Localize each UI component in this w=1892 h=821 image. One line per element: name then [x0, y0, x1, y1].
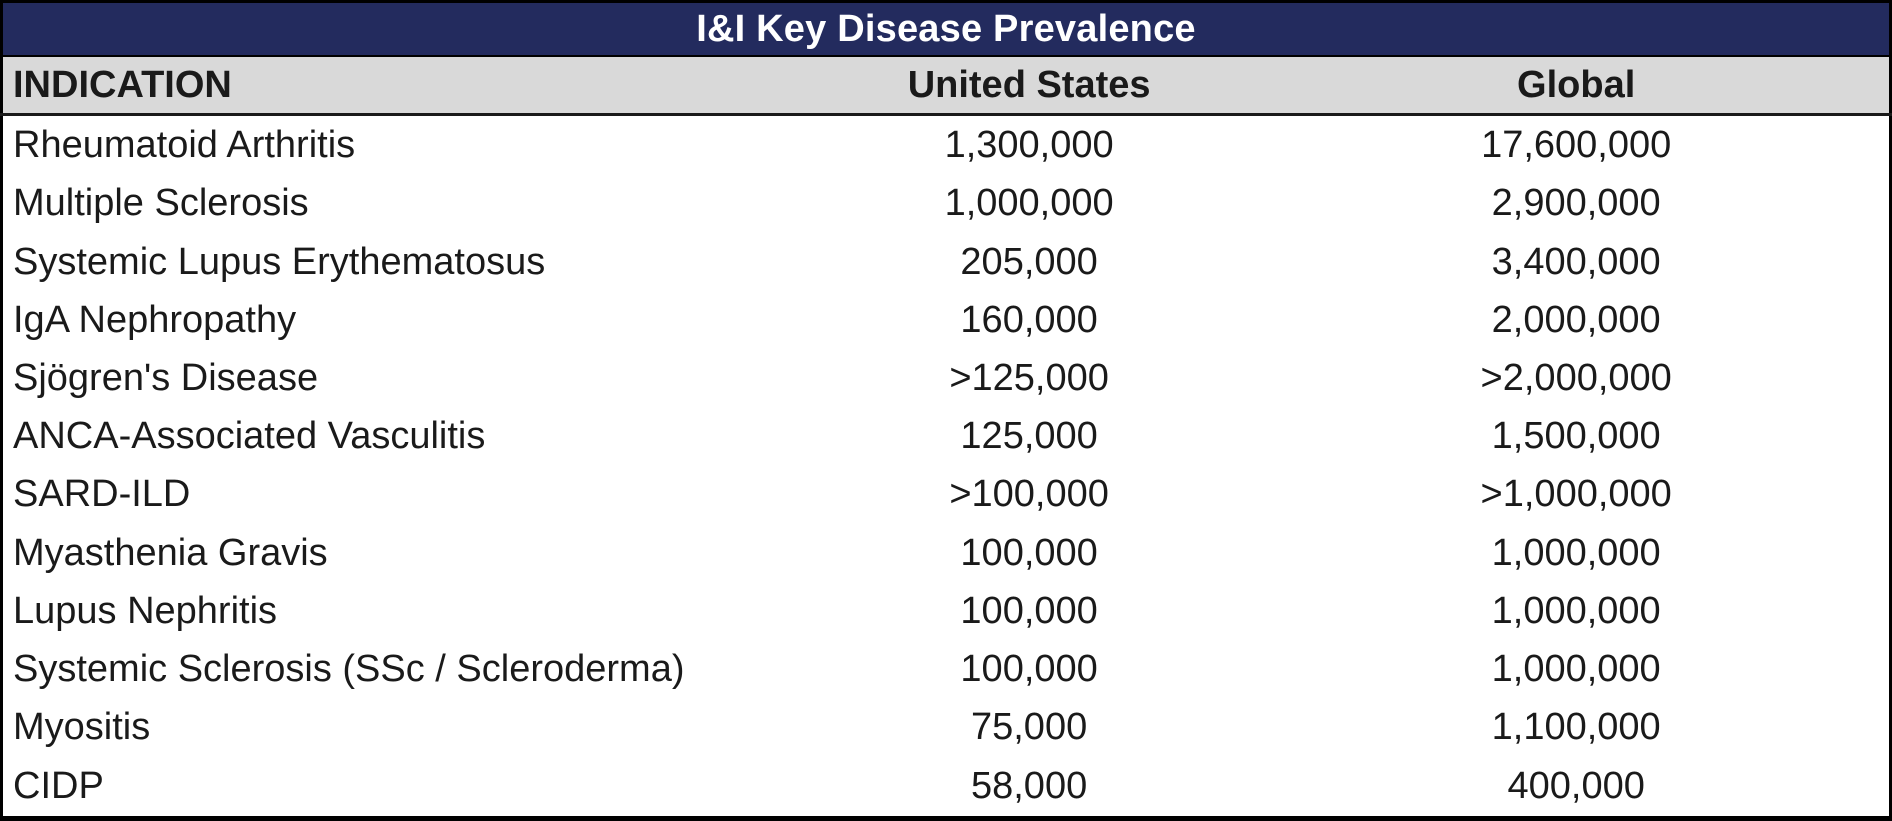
us-value-cell: 205,000 [794, 232, 1264, 292]
column-header-row: INDICATION United States Global [1, 56, 1891, 116]
indication-cell: Sjögren's Disease [1, 349, 795, 408]
us-value-cell: >125,000 [794, 349, 1264, 408]
global-value-cell: 400,000 [1263, 756, 1891, 819]
table-row: Lupus Nephritis 100,000 1,000,000 [1, 582, 1891, 641]
global-value-cell: 17,600,000 [1263, 114, 1891, 175]
global-value-cell: 2,000,000 [1263, 291, 1891, 350]
column-header-united-states: United States [794, 56, 1264, 116]
indication-cell: SARD-ILD [1, 465, 795, 524]
table-row: IgA Nephropathy 160,000 2,000,000 [1, 291, 1891, 350]
indication-cell: CIDP [1, 756, 795, 819]
us-value-cell: 1,300,000 [794, 114, 1264, 175]
indication-cell: ANCA-Associated Vasculitis [1, 407, 795, 466]
global-value-cell: >1,000,000 [1263, 465, 1891, 524]
indication-cell: Systemic Lupus Erythematosus [1, 232, 795, 292]
global-value-cell: 1,000,000 [1263, 582, 1891, 641]
us-value-cell: 125,000 [794, 407, 1264, 466]
us-value-cell: 58,000 [794, 756, 1264, 819]
indication-cell: Systemic Sclerosis (SSc / Scleroderma) [1, 640, 795, 699]
table-body: Rheumatoid Arthritis 1,300,000 17,600,000 M… [1, 114, 1891, 819]
us-value-cell: 75,000 [794, 698, 1264, 757]
us-value-cell: 100,000 [794, 523, 1264, 583]
table-row: CIDP 58,000 400,000 [1, 756, 1891, 819]
indication-cell: Rheumatoid Arthritis [1, 114, 795, 175]
global-value-cell: 1,000,000 [1263, 640, 1891, 699]
table-row: Myasthenia Gravis 100,000 1,000,000 [1, 523, 1891, 583]
table-row: Systemic Lupus Erythematosus 205,000 3,400… [1, 232, 1891, 292]
table-row: Rheumatoid Arthritis 1,300,000 17,600,000 [1, 114, 1891, 175]
table-title: I&I Key Disease Prevalence [1, 1, 1891, 57]
indication-cell: Lupus Nephritis [1, 582, 795, 641]
us-value-cell: 160,000 [794, 291, 1264, 350]
column-header-global: Global [1263, 56, 1891, 116]
indication-cell: Multiple Sclerosis [1, 174, 795, 233]
title-row: I&I Key Disease Prevalence [1, 1, 1891, 57]
table-row: ANCA-Associated Vasculitis 125,000 1,500,0… [1, 407, 1891, 466]
global-value-cell: 1,500,000 [1263, 407, 1891, 466]
global-value-cell: 3,400,000 [1263, 232, 1891, 292]
column-header-indication: INDICATION [1, 56, 795, 116]
table-row: Sjögren's Disease >125,000 >2,000,000 [1, 349, 1891, 408]
us-value-cell: >100,000 [794, 465, 1264, 524]
global-value-cell: 1,000,000 [1263, 523, 1891, 583]
indication-cell: Myositis [1, 698, 795, 757]
us-value-cell: 100,000 [794, 640, 1264, 699]
table-row: Myositis 75,000 1,100,000 [1, 698, 1891, 757]
us-value-cell: 100,000 [794, 582, 1264, 641]
global-value-cell: 1,100,000 [1263, 698, 1891, 757]
indication-cell: Myasthenia Gravis [1, 523, 795, 583]
table-row: Systemic Sclerosis (SSc / Scleroderma) 10… [1, 640, 1891, 699]
global-value-cell: 2,900,000 [1263, 174, 1891, 233]
global-value-cell: >2,000,000 [1263, 349, 1891, 408]
table-row: SARD-ILD >100,000 >1,000,000 [1, 465, 1891, 524]
indication-cell: IgA Nephropathy [1, 291, 795, 350]
table-row: Multiple Sclerosis 1,000,000 2,900,000 [1, 174, 1891, 233]
us-value-cell: 1,000,000 [794, 174, 1264, 233]
